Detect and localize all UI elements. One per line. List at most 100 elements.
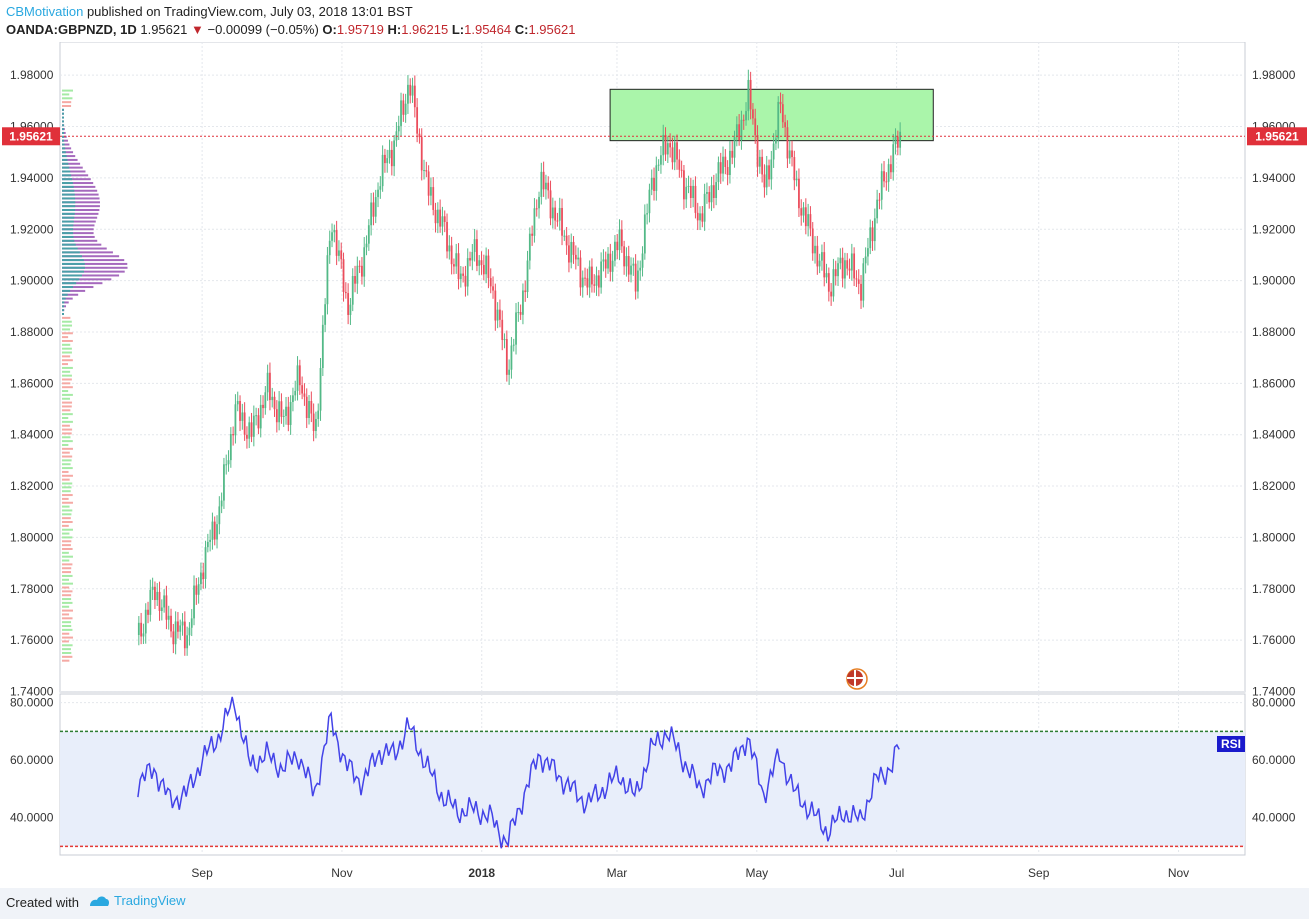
candle-body (418, 133, 421, 138)
volume-profile-value-area (62, 112, 64, 115)
volume-profile-bar (62, 193, 99, 196)
candle-body (816, 245, 819, 267)
volume-profile-bar (62, 655, 73, 658)
volume-profile-value-area (62, 220, 74, 223)
candle-body (719, 162, 722, 174)
price-tick-label-left: 1.88000 (10, 325, 54, 339)
candle-body (379, 186, 382, 190)
volume-profile-bar (62, 347, 72, 350)
candle-body (722, 156, 724, 174)
candle-body (361, 265, 363, 277)
candle-body (533, 208, 536, 236)
volume-profile-bar (62, 339, 73, 342)
candle-body (660, 155, 662, 165)
candle-body (372, 202, 375, 217)
volume-profile-value-area (62, 247, 78, 250)
candle-body (607, 253, 609, 269)
candle-body (227, 460, 230, 465)
candle-body (696, 212, 699, 221)
candle-body (542, 171, 545, 190)
volume-profile-bar (62, 374, 72, 377)
volume-profile-bar (62, 563, 73, 566)
candle-body (857, 279, 860, 284)
candle-body (202, 572, 205, 579)
candle-body (404, 103, 407, 115)
volume-profile-value-area (62, 235, 74, 238)
candle-body (839, 257, 842, 264)
candle-body (765, 165, 768, 188)
candle-body (492, 286, 494, 291)
candle-body (294, 390, 297, 396)
price-tick-label-left: 1.98000 (10, 68, 54, 82)
candle-body (809, 214, 812, 229)
candle-body (876, 199, 879, 219)
candle-body (167, 615, 170, 620)
volume-profile-bar (62, 547, 73, 550)
candle-body (761, 156, 764, 175)
volume-profile-bar (62, 297, 73, 300)
candle-body (508, 369, 511, 375)
candle-body (763, 174, 766, 188)
volume-profile-bar (62, 370, 71, 373)
candle-body (232, 434, 235, 436)
candle-body (814, 245, 816, 254)
candle-body (735, 124, 738, 138)
candle-body (407, 84, 409, 104)
candle-body (535, 208, 538, 210)
candle-body (540, 171, 543, 197)
volume-profile-bar (62, 170, 86, 173)
volume-profile-bar (62, 232, 94, 235)
candle-body (899, 131, 902, 148)
candle-body (473, 239, 476, 253)
volume-profile-value-area (62, 305, 64, 308)
volume-profile-value-area (62, 135, 64, 138)
rsi-line (137, 696, 900, 849)
candle-body (301, 385, 304, 394)
chart-svg[interactable]: RSI 1.74000 1.74000 1.76000 1.76000 1.78000 1… (0, 41, 1309, 888)
volume-profile-bar (62, 205, 100, 208)
candle-body (262, 404, 264, 409)
candle-body (149, 589, 152, 615)
tradingview-brand-link[interactable]: TradingView (88, 893, 186, 908)
candle-body (377, 189, 379, 198)
candle-body (177, 621, 179, 632)
candle-body (883, 171, 885, 182)
candle-body (374, 197, 377, 217)
volume-profile-bar (62, 625, 72, 628)
volume-profile-bar (62, 390, 69, 393)
candle-body (239, 400, 241, 421)
candle-body (181, 621, 184, 626)
volume-profile-bar (62, 609, 73, 612)
volume-profile-value-area (62, 297, 66, 300)
candle-body (565, 235, 568, 246)
candle-body (478, 260, 481, 266)
volume-profile-value-area (62, 278, 80, 281)
price-tick-label-right: 1.98000 (1252, 68, 1296, 82)
candle-body (844, 260, 846, 279)
volume-profile-value-area (62, 166, 70, 169)
volume-profile-bar (62, 216, 98, 219)
candle-body (887, 164, 890, 182)
volume-profile-bar (62, 478, 70, 481)
candle-body (749, 79, 752, 110)
volume-profile-value-area (62, 259, 84, 262)
volume-profile-bar (62, 470, 69, 473)
candle-body (641, 253, 644, 268)
author-link[interactable]: CBMotivation (6, 4, 84, 19)
candle-body (165, 595, 168, 620)
chart-area[interactable]: RSI 1.74000 1.74000 1.76000 1.76000 1.78000 1… (0, 41, 1309, 888)
candle-body (289, 401, 292, 425)
volume-profile-value-area (62, 301, 65, 304)
candle-body (793, 157, 796, 181)
volume-profile-value-area (62, 182, 73, 185)
candle-body (791, 150, 793, 158)
candle-body (257, 415, 260, 429)
candle-body (402, 100, 405, 115)
volume-profile-bar (62, 601, 73, 604)
price-tick-label-right: 1.86000 (1252, 376, 1296, 390)
volume-profile-bar (62, 386, 73, 389)
volume-profile-value-area (62, 274, 82, 277)
candle-body (646, 213, 649, 215)
candle-body (890, 164, 892, 173)
volume-profile-value-area (62, 124, 64, 127)
